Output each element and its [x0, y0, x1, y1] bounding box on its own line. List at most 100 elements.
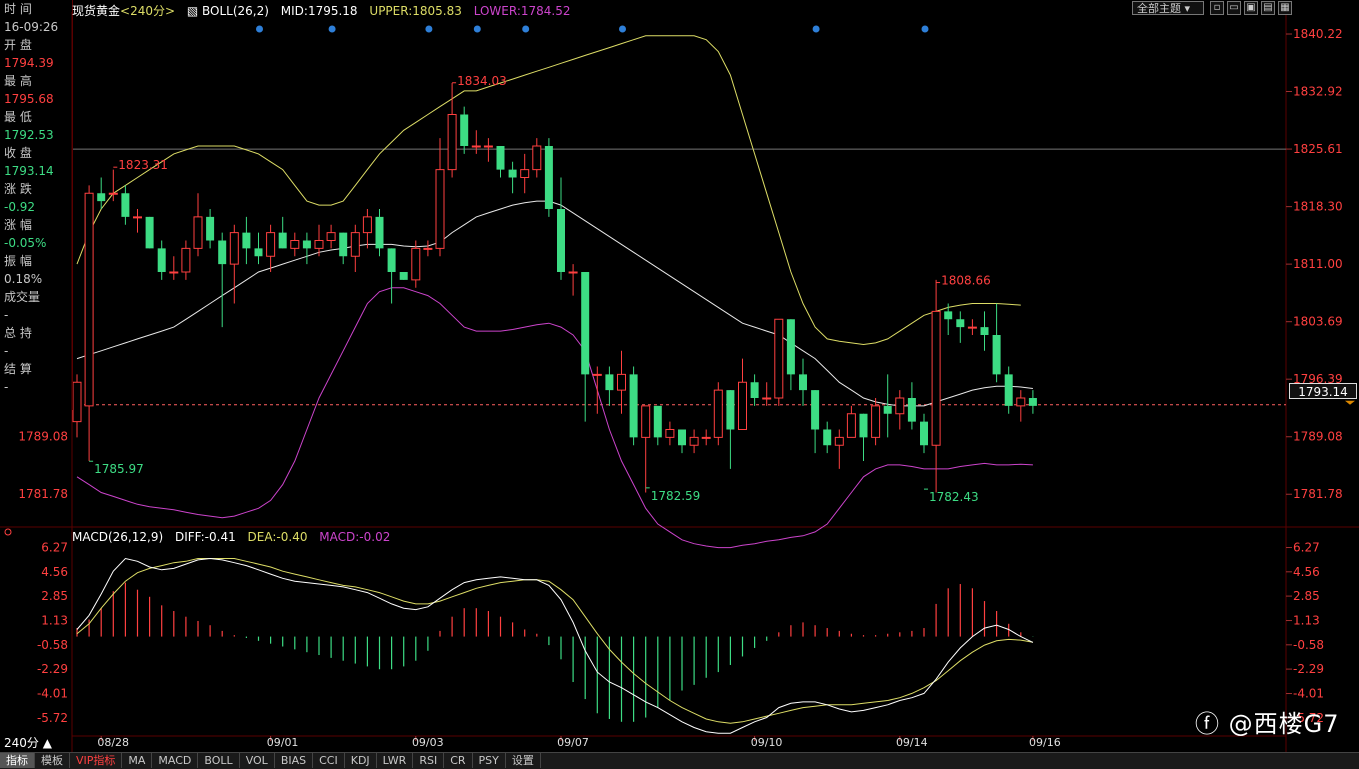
- candle-body: [653, 405, 662, 438]
- time-value: 16-09:26: [4, 20, 59, 34]
- candle-body: [859, 413, 868, 438]
- macd-tick-label: 4.56: [1293, 565, 1320, 579]
- candle-body: [980, 327, 989, 335]
- candle-body: [920, 421, 928, 446]
- tab-kdj[interactable]: KDJ: [345, 753, 377, 768]
- tab-vip-indicator[interactable]: VIP指标: [70, 753, 123, 768]
- macd-tick-label: 6.27: [1293, 541, 1320, 555]
- date-tick-label: 08/28: [97, 736, 129, 749]
- signal-dot: [921, 25, 929, 33]
- candle-body: [350, 232, 360, 257]
- period-label: <240分>: [120, 4, 176, 18]
- restore-window-icon[interactable]: ▭: [1227, 1, 1241, 15]
- open-label: 开 盘: [4, 38, 32, 52]
- indicator-tab-bar: 指标 模板 VIP指标 MA MACD BOLL VOL BIAS CCI KDJ LWR RSI CR…: [0, 752, 1359, 769]
- boll-mid-line: [76, 200, 1033, 407]
- candle-body: [967, 326, 977, 329]
- chart-canvas: 1840.22 1832.92 1825.61 1818.30 1811.00 1803.…: [0, 12, 1359, 752]
- macd-tick-label-left: 1.13: [41, 614, 68, 628]
- tab-indicator[interactable]: 指标: [0, 753, 35, 768]
- candle-body: [84, 192, 94, 407]
- settle-label: 结 算: [4, 362, 32, 376]
- macd-tick-label-left: -0.58: [37, 638, 68, 652]
- macd-tick-label-left: -4.01: [37, 687, 68, 701]
- candle-body: [72, 381, 82, 423]
- tab-ma[interactable]: MA: [122, 753, 153, 768]
- tab-boll[interactable]: BOLL: [198, 753, 240, 768]
- candle-body: [617, 373, 626, 391]
- tab-psy[interactable]: PSY: [473, 753, 506, 768]
- candle-body: [145, 216, 154, 249]
- price-tick-label: 1796.39: [1293, 372, 1343, 386]
- boll-label: BOLL(26,2): [202, 4, 269, 18]
- weibo-logo-icon: ⓕ: [1195, 710, 1229, 738]
- candle-body: [460, 114, 469, 146]
- tab-settings[interactable]: 设置: [506, 753, 541, 768]
- time-label: 时 间: [4, 2, 32, 16]
- candle-body: [544, 146, 553, 209]
- amp-label: 振 幅: [4, 254, 32, 268]
- candle-body: [592, 373, 602, 376]
- theme-dropdown-label: 全部主题: [1137, 2, 1181, 15]
- candle-body: [399, 272, 408, 280]
- boll-upper: UPPER:1805.83: [369, 4, 462, 18]
- close-value: 1793.14: [4, 164, 54, 178]
- tab-cci[interactable]: CCI: [313, 753, 345, 768]
- price-tick-label-left: 1781.78: [18, 487, 68, 501]
- tab-rsi[interactable]: RSI: [413, 753, 445, 768]
- maximize-window-icon[interactable]: ▦: [1278, 1, 1292, 15]
- signal-dot: [522, 25, 530, 33]
- watermark-text: @西楼G7: [1228, 710, 1340, 738]
- split-window-icon[interactable]: ▤: [1261, 1, 1275, 15]
- candle-body: [471, 145, 481, 148]
- low-label: 最 低: [4, 110, 32, 124]
- tab-lwr[interactable]: LWR: [377, 753, 414, 768]
- quote-info-panel: 时 间 16-09:26 开 盘 1794.39 最 高 1795.68 最 低…: [0, 0, 73, 410]
- chart-header: 现货黄金<240分> ▧ BOLL(26,2) MID:1795.18 UPPE…: [72, 2, 579, 19]
- tab-bias[interactable]: BIAS: [275, 753, 314, 768]
- candle-body: [581, 272, 590, 375]
- candle-body: [871, 405, 881, 438]
- signal-dot: [425, 25, 433, 33]
- candle-body: [423, 247, 433, 250]
- macd-tick-label-left: -5.72: [37, 711, 68, 725]
- price-tick-label: 1803.69: [1293, 315, 1343, 329]
- candle-body: [435, 169, 445, 249]
- tab-vol[interactable]: VOL: [240, 753, 275, 768]
- candle-body: [689, 436, 699, 446]
- candle-body: [411, 247, 421, 281]
- candle-body: [629, 374, 638, 438]
- volume-label: 成交量: [4, 290, 41, 304]
- tab-template[interactable]: 模板: [35, 753, 70, 768]
- triangle-up-icon: ▲: [38, 736, 52, 750]
- extreme-price-label: 1834.03: [457, 74, 507, 88]
- dea-line: [76, 558, 1033, 724]
- candle-body: [907, 398, 916, 422]
- layout-window-icon[interactable]: ▣: [1244, 1, 1258, 15]
- macd-tick-label: 2.85: [1293, 589, 1320, 603]
- candle-body: [496, 146, 505, 170]
- extreme-price-label: 1782.59: [651, 489, 701, 503]
- candle-body: [218, 240, 227, 265]
- candle-body: [944, 311, 953, 320]
- diff-line: [76, 557, 1034, 734]
- period-selector[interactable]: 240分 ▲: [4, 734, 52, 751]
- candle-body: [557, 209, 565, 272]
- candle-body: [362, 216, 372, 234]
- tab-macd[interactable]: MACD: [152, 753, 199, 768]
- current-price-box: 1793.14: [1289, 383, 1357, 399]
- tab-cr[interactable]: CR: [444, 753, 473, 768]
- boll-lower: LOWER:1784.52: [473, 4, 571, 18]
- theme-dropdown[interactable]: 全部主题 ▾: [1132, 1, 1204, 15]
- candle-body: [254, 248, 263, 257]
- candle-body: [726, 390, 735, 430]
- signal-dot: [256, 25, 263, 33]
- minimize-window-icon[interactable]: ▫: [1210, 1, 1224, 15]
- price-tick-label: 1840.22: [1293, 27, 1343, 41]
- candle-body: [508, 169, 517, 178]
- candle-body: [823, 429, 832, 446]
- macd-header: MACD(26,12,9) DIFF:-0.41 DEA:-0.40 MACD:…: [72, 530, 398, 544]
- candle-body: [314, 240, 324, 249]
- signal-dot: [473, 25, 481, 33]
- macd-tick-label: -5.72: [1293, 711, 1324, 725]
